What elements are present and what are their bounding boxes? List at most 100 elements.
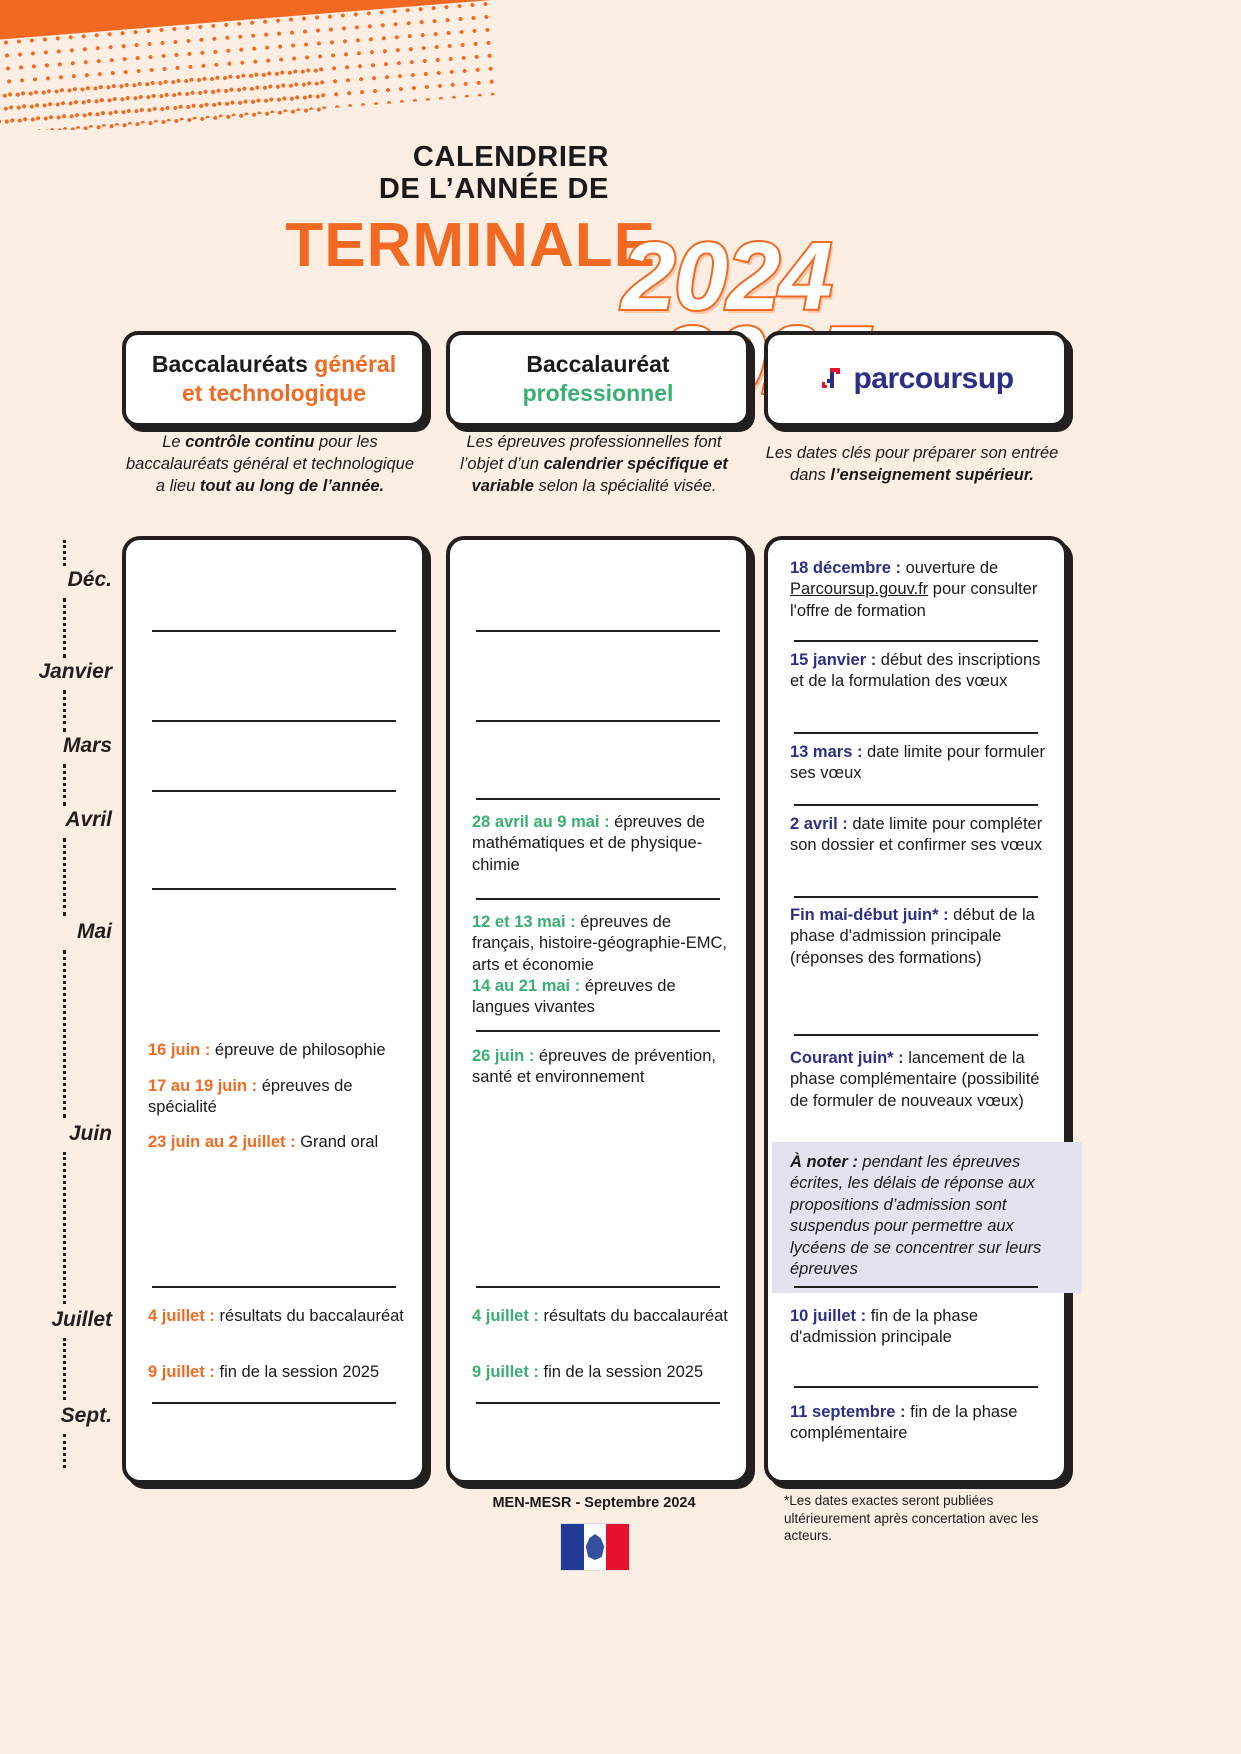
panel-parcoursup: 18 décembre : ouverture de Parcoursup.go… — [764, 536, 1082, 1484]
timeline-dots-2 — [63, 690, 66, 732]
timeline-label-juin: Juin — [68, 1122, 112, 1145]
entry-ps-10juillet: 10 juillet : fin de la phase d'admission… — [790, 1306, 1052, 1349]
entry-bp-14au21mai: 14 au 21 mai : épreuves de langues vivan… — [472, 976, 734, 1019]
entry-bg-16juin-date: 16 juin : — [148, 1041, 211, 1059]
entry-bg-9juillet-date: 9 juillet : — [148, 1363, 215, 1381]
rule-3-7 — [794, 1386, 1038, 1388]
entry-bg-9juillet: 9 juillet : fin de la session 2025 — [148, 1362, 414, 1383]
entry-bp-9juillet-text: fin de la session 2025 — [538, 1363, 704, 1381]
banner-title-main: AU LYCÉE — [976, 8, 1224, 82]
rule-1-5 — [152, 1286, 396, 1288]
rule-3-2 — [794, 732, 1038, 734]
flag-red-band — [606, 1524, 629, 1570]
entry-bg-17au19juin-text: épreuves de spécialité — [148, 1077, 353, 1117]
intro2-p2: calendrier spécifique et variable — [471, 454, 728, 495]
entry-bp-9juillet: 9 juillet : fin de la session 2025 — [472, 1362, 738, 1383]
entry-ps-18decembre: 18 décembre : ouverture de Parcoursup.go… — [790, 558, 1052, 622]
header-bac-general-text-1: Baccalauréats — [151, 351, 315, 378]
timeline-label-mai: Mai — [76, 920, 112, 943]
entry-ps-courantjuin-text: lancement de la phase complémentaire (po… — [790, 1049, 1040, 1110]
marianne-icon — [585, 1534, 605, 1560]
rule-1-4 — [152, 888, 396, 890]
rule-3-5 — [794, 1034, 1038, 1036]
rule-2-2 — [476, 720, 720, 722]
timeline-months: Déc. Janvier Mars Avril Mai Juin Juillet… — [0, 536, 122, 1476]
note-a-noter-label: À noter : — [790, 1153, 858, 1171]
entry-ps-finmai-text: début de la phase d'admission principale… — [790, 906, 1035, 967]
intro-parcoursup: Les dates clés pour préparer son entrée … — [764, 443, 1060, 487]
entry-bg-4juillet-text: résultats du baccalauréat — [214, 1307, 404, 1325]
footer-asterisk-note: *Les dates exactes seront publiées ultér… — [784, 1493, 1039, 1544]
entry-ps-10juillet-date: 10 juillet : — [790, 1307, 867, 1325]
timeline-label-juillet: Juillet — [51, 1308, 112, 1331]
timeline-dots-3 — [63, 764, 66, 806]
parcoursup-wordmark: parcoursup — [853, 362, 1014, 395]
timeline-dots-8 — [63, 1434, 66, 1468]
flag-white-band — [583, 1524, 607, 1570]
parcoursup-site-link[interactable]: Parcoursup.gouv.fr — [790, 580, 929, 599]
timeline-label-dec: Déc. — [67, 568, 112, 591]
entry-ps-2avril-date: 2 avril : — [790, 815, 848, 833]
column-header-parcoursup: parcoursup — [764, 331, 1068, 427]
column-header-bac-pro: Baccalauréat professionnel — [446, 331, 750, 427]
entry-ps-2avril-text: date limite pour compléter son dossier e… — [790, 815, 1043, 855]
timeline-label-avril: Avril — [65, 808, 112, 831]
timeline-dots-5 — [63, 950, 66, 1118]
column-header-bac-general: Baccalauréats général et technologique — [122, 331, 426, 427]
entry-bp-9juillet-date: 9 juillet : — [472, 1363, 539, 1381]
entry-ps-13mars-date: 13 mars : — [790, 743, 863, 761]
entry-ps-courantjuin-date: Courant juin* : — [790, 1049, 904, 1067]
rule-2-7 — [476, 1402, 720, 1404]
entry-bp-4juillet: 4 juillet : résultats du baccalauréat — [472, 1306, 734, 1327]
header-bac-general-text-2: général — [314, 351, 397, 378]
header-bac-general-text-3: et technologique — [182, 380, 366, 406]
footer-publisher: MEN-MESR - Septembre 2024 — [492, 1495, 696, 1511]
entry-ps-18decembre-date: 18 décembre : — [790, 559, 901, 577]
rule-1-1 — [152, 630, 396, 632]
timeline-dots-7 — [63, 1338, 66, 1400]
parcoursup-logo: parcoursup — [818, 362, 1014, 397]
timeline-dots-6 — [63, 1152, 66, 1304]
intro1-p2: contrôle continu — [185, 433, 315, 451]
entry-bg-grandoral: 23 juin au 2 juillet : Grand oral — [148, 1132, 414, 1153]
entry-ps-finmai: Fin mai-début juin* : début de la phase … — [790, 905, 1056, 969]
entry-bg-4juillet: 4 juillet : résultats du baccalauréat — [148, 1306, 406, 1327]
flag-blue-band — [561, 1524, 584, 1570]
rule-3-4 — [794, 896, 1038, 898]
entry-ps-finmai-date: Fin mai-début juin* : — [790, 906, 949, 924]
entry-bp-28avril: 28 avril au 9 mai : épreuves de mathémat… — [472, 812, 734, 876]
banner-title: RÉUSSIR AU LYCÉE — [822, 8, 1223, 95]
entry-ps-11septembre: 11 septembre : fin de la phase complémen… — [790, 1402, 1056, 1445]
entry-ps-10juillet-text: fin de la phase d'admission principale — [790, 1307, 979, 1347]
entry-ps-13mars: 13 mars : date limite pour formuler ses … — [790, 742, 1052, 785]
top-banner: RÉUSSIR AU LYCÉE — [0, 0, 1241, 130]
entry-ps-courantjuin: Courant juin* : lancement de la phase co… — [790, 1048, 1056, 1112]
masthead-terminale: TERMINALE — [285, 211, 656, 280]
intro-bac-general: Le contrôle continu pour les baccalauréa… — [122, 432, 418, 497]
rule-1-6 — [152, 1402, 396, 1404]
entry-bg-grandoral-date: 23 juin au 2 juillet : — [148, 1133, 296, 1151]
entry-bg-16juin: 16 juin : épreuve de philosophie — [148, 1040, 406, 1061]
rule-3-1 — [794, 640, 1038, 642]
entry-ps-15janvier-text: début des inscriptions et de la formulat… — [790, 651, 1041, 691]
header-bac-pro-text-1: Baccalauréat — [526, 351, 670, 378]
rule-2-3 — [476, 798, 720, 800]
masthead-line1: CALENDRIER — [412, 141, 609, 173]
entry-bp-4juillet-text: résultats du baccalauréat — [538, 1307, 728, 1325]
entry-bg-17au19juin: 17 au 19 juin : épreuves de spécialité — [148, 1076, 406, 1119]
entry-bg-4juillet-date: 4 juillet : — [148, 1307, 215, 1325]
entry-ps-2avril: 2 avril : date limite pour compléter son… — [790, 814, 1052, 857]
rule-2-4 — [476, 898, 720, 900]
rule-1-2 — [152, 720, 396, 722]
masthead: CALENDRIER DE L’ANNÉE DE TERMINALE 2024 … — [0, 118, 1241, 416]
note-a-noter-text: pendant les épreuves écrites, les délais… — [790, 1153, 1042, 1279]
entry-bp-12et13mai-date: 12 et 13 mai : — [472, 913, 576, 931]
rule-2-6 — [476, 1286, 720, 1288]
timeline-label-mars: Mars — [62, 734, 112, 757]
french-republic-logo — [560, 1523, 630, 1571]
banner-title-prefix: RÉUSSIR — [823, 40, 976, 90]
rule-3-3 — [794, 804, 1038, 806]
note-a-noter: À noter : pendant les épreuves écrites, … — [772, 1142, 1082, 1293]
entry-bg-16juin-text: épreuve de philosophie — [210, 1041, 386, 1059]
parcoursup-mark-icon — [818, 362, 848, 397]
